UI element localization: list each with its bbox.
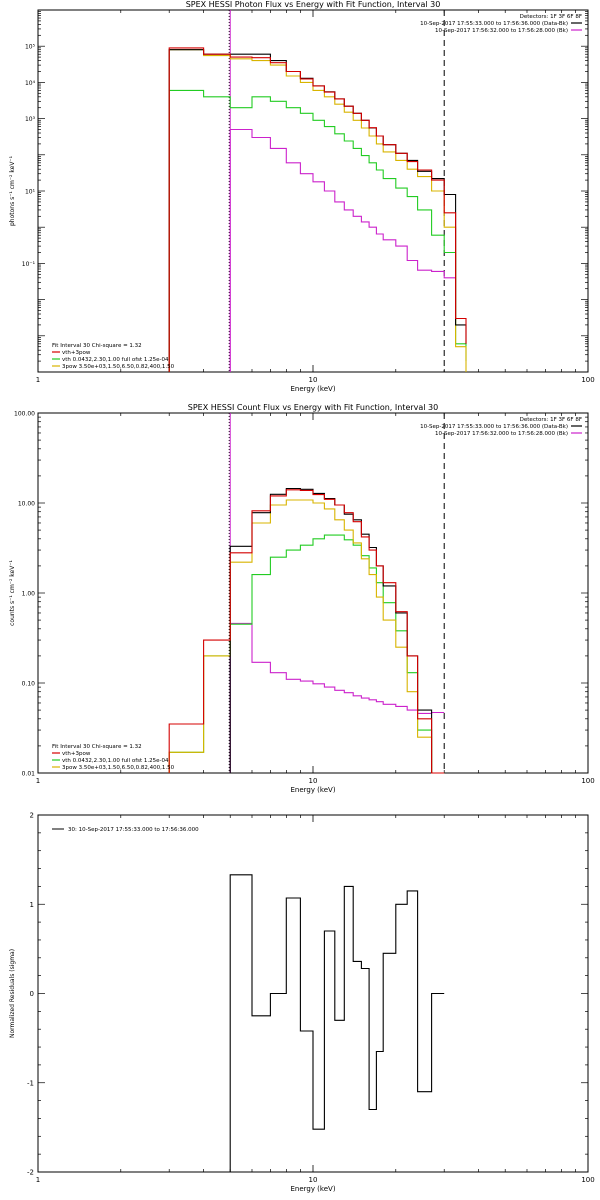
series-3pow (168, 49, 467, 372)
x-tick-label: 100 (581, 1176, 594, 1184)
x-axis-label: Energy (keV) (290, 786, 335, 794)
legend-label: 30: 10-Sep-2017 17:55:33.000 to 17:56:36… (68, 827, 199, 833)
y-tick-label: 10⁻¹ (22, 261, 36, 268)
series-vth-3pow (168, 489, 445, 774)
x-tick-label: 10 (309, 777, 318, 785)
x-tick-label: 1 (36, 1176, 40, 1184)
y-tick-label: 1.00 (22, 591, 36, 598)
x-axis-label: Energy (keV) (290, 385, 335, 393)
y-tick-label: 2 (30, 812, 34, 820)
y-tick-label: 0 (30, 990, 34, 998)
y-tick-label: 100.00 (14, 411, 35, 418)
plot-panel-1: SPEX HESSI Photon Flux vs Energy with Fi… (9, 0, 595, 393)
series-bk (229, 622, 445, 773)
x-axis-label: Energy (keV) (290, 1185, 335, 1193)
y-tick-label: 10.00 (18, 501, 35, 508)
y-tick-label: -2 (27, 1169, 34, 1177)
info-line: 10-Sep-2017 17:56:32.000 to 17:56:28.000… (435, 431, 568, 437)
x-tick-label: 10 (309, 376, 318, 384)
legend-label: vth 0.0432,2.30,1.00 full ofst 1.25e-04 (62, 357, 169, 363)
y-tick-label: 10³ (25, 116, 36, 123)
y-axis-label: counts s⁻¹ cm⁻² keV⁻¹ (9, 560, 16, 626)
x-tick-label: 10 (309, 1176, 318, 1184)
legend-label: 3pow 3.50e+03,1.50,6.50,0.82,400,1.50 (62, 765, 175, 771)
y-tick-label: 0.01 (22, 771, 36, 778)
series-vth (168, 534, 445, 774)
series-vth-3pow (168, 47, 467, 372)
info-line: 10-Sep-2017 17:55:33.000 to 17:56:36.000… (420, 21, 568, 27)
y-tick-label: 1 (30, 901, 34, 909)
series-vth (168, 89, 467, 372)
y-tick-label: 10⁵ (25, 44, 36, 51)
legend-label: vth 0.0432,2.30,1.00 full ofst 1.25e-04 (62, 758, 169, 764)
plot-panel-3: 1 10 100 Energy (keV) -2 -1 0 1 2 Normalized Resi… (9, 812, 595, 1194)
x-tick-label: 100 (581, 777, 594, 785)
y-tick-label: 10¹ (25, 189, 36, 196)
y-axis-label: Normalized Residuals (sigma) (9, 949, 16, 1038)
legend-label: Fit Interval 30 Chi-square = 1.32 (52, 343, 142, 349)
info-line: 10-Sep-2017 17:55:33.000 to 17:56:36.000… (420, 424, 568, 430)
info-line: 10-Sep-2017 17:56:32.000 to 17:56:28.000… (435, 28, 568, 34)
x-tick-label: 100 (581, 376, 594, 384)
y-tick-label: -1 (27, 1079, 34, 1087)
legend-label: vth+3pow (62, 350, 91, 356)
info-line: Detectors: 1F 3F 6F 8F (520, 417, 582, 423)
x-tick-label: 1 (36, 376, 40, 384)
chart-title: SPEX HESSI Count Flux vs Energy with Fit… (188, 403, 439, 412)
y-axis-label: photons s⁻¹ cm⁻² keV⁻¹ (9, 155, 16, 226)
chart-title: SPEX HESSI Photon Flux vs Energy with Fi… (186, 0, 441, 9)
x-tick-label: 1 (36, 777, 40, 785)
legend-label: vth+3pow (62, 751, 91, 757)
legend-label: 3pow 3.50e+03,1.50,6.50,0.82,400,1.50 (62, 364, 175, 370)
y-tick-label: 10⁴ (25, 80, 36, 87)
y-tick-label: 0.10 (22, 681, 36, 688)
plot-panel-2: SPEX HESSI Count Flux vs Energy with Fit… (9, 403, 595, 794)
legend-label: Fit Interval 30 Chi-square = 1.32 (52, 744, 142, 750)
series-30-10-sep-2017-17-55-33- (229, 874, 445, 1172)
info-line: Detectors: 1F 3F 6F 8F (520, 14, 582, 20)
series-bk (229, 128, 456, 372)
